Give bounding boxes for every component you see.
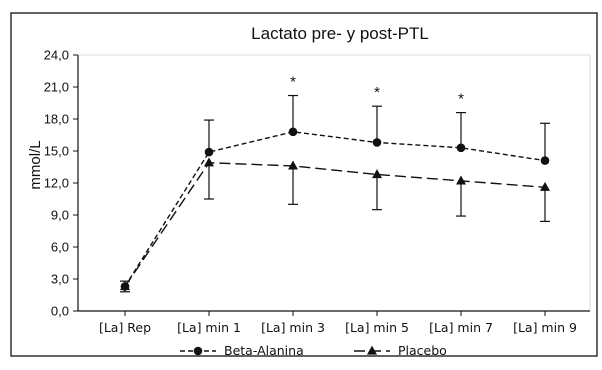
data-point — [372, 169, 382, 179]
data-point — [456, 175, 466, 185]
chart-border — [10, 12, 598, 357]
y-tick-label: 21,0 — [44, 80, 69, 95]
significance-star: * — [374, 84, 380, 101]
data-marks: * * * — [120, 74, 550, 293]
x-tick-label: [La] min 9 — [513, 320, 577, 335]
chart-title: Lactato pre- y post-PTL — [251, 24, 429, 43]
data-point — [204, 147, 214, 157]
data-point — [367, 345, 377, 355]
legend: Beta-Alanina Placebo — [180, 343, 447, 358]
significance-star: * — [290, 74, 296, 91]
data-point — [288, 160, 298, 170]
data-point — [456, 143, 466, 153]
x-tick-label: [La] min 1 — [177, 320, 241, 335]
series-line — [124, 162, 546, 287]
y-tick-label: 18,0 — [44, 112, 69, 127]
plot-area: 0,0 3,0 6,0 9,0 12,0 15,0 18,0 21,0 24,0 [La] Rep… — [44, 48, 591, 335]
data-point — [540, 156, 550, 165]
y-tick-label: 9,0 — [51, 208, 69, 223]
y-tick-label: 3,0 — [51, 272, 69, 287]
y-tick-label: 6,0 — [51, 240, 69, 255]
legend-label: Beta-Alanina — [224, 343, 304, 358]
x-tick-label: [La] min 3 — [261, 320, 325, 335]
x-tick-label: [La] min 7 — [429, 320, 493, 335]
data-point — [372, 138, 382, 147]
x-tick-label: [La] min 5 — [345, 320, 409, 335]
y-tick-label: 24,0 — [44, 48, 69, 63]
data-point — [204, 157, 214, 167]
y-tick-label: 0,0 — [51, 304, 69, 319]
y-axis-label: mmol/L — [27, 140, 44, 189]
legend-label: Placebo — [398, 343, 447, 358]
series-line — [124, 131, 546, 287]
data-point — [193, 346, 203, 356]
x-tick-label: [La] Rep — [99, 320, 151, 335]
significance-star: * — [458, 91, 464, 108]
data-point — [120, 281, 130, 291]
y-tick-label: 12,0 — [44, 176, 69, 191]
y-tick-label: 15,0 — [44, 144, 69, 159]
data-point — [540, 181, 550, 191]
data-point — [288, 127, 298, 137]
